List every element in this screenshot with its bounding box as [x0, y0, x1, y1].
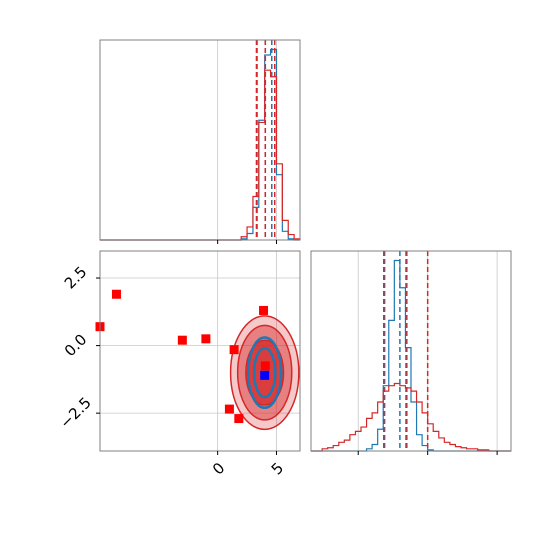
bl-point-5 [224, 404, 234, 414]
bl-ytick-label-0: −2.5 [56, 394, 94, 432]
tl-frame [99, 39, 301, 241]
bl-xtick-label-1: 5 [268, 459, 287, 478]
bl-frame [99, 250, 301, 452]
bl-point-3 [201, 334, 211, 344]
bl-ytick-label-2: 2.5 [61, 263, 91, 293]
bl-blue-contour-1 [252, 347, 277, 399]
tl-series-0-steps [100, 48, 300, 241]
bl-blue-contour-0 [246, 336, 283, 410]
br-series-1-steps [311, 382, 511, 452]
tl-series-1-steps [100, 69, 301, 241]
bl-xtick-label-0: 0 [209, 459, 228, 478]
bl-ytick-label-1: 0.0 [61, 330, 91, 360]
bl-point-7 [259, 305, 269, 315]
bl-point-2 [177, 335, 187, 345]
bl-point-1 [111, 289, 121, 299]
histogram-panel-right [310, 250, 512, 455]
bl-point-4 [229, 345, 239, 355]
histogram-panel-top [99, 39, 301, 244]
bl-point-8 [260, 361, 270, 371]
bl-point-6 [234, 414, 244, 424]
bl-point-9 [260, 370, 270, 380]
br-frame [310, 250, 512, 452]
br-series-0-steps [311, 259, 511, 452]
scatter-panel: 0 5 −2.5 0.0 2.5 [56, 250, 301, 479]
